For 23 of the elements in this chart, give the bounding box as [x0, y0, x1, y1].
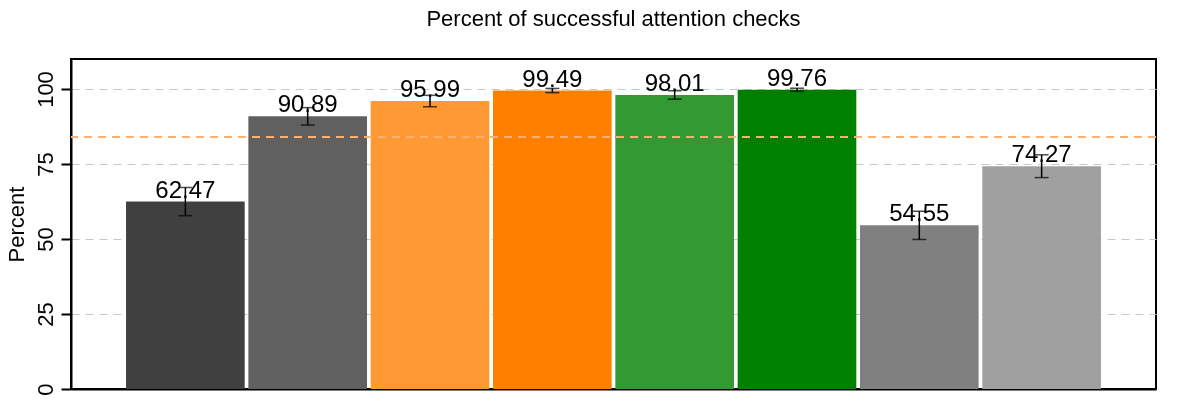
y-axis-title: Percent	[3, 186, 29, 263]
chart-title: Percent of successful attention checks	[426, 6, 801, 31]
data-label: 99.76	[766, 63, 828, 91]
y-tick-label: 0	[32, 383, 58, 396]
bar	[248, 116, 368, 389]
bar	[493, 90, 612, 389]
bar	[370, 101, 490, 389]
data-label: 98.01	[644, 68, 705, 96]
data-label: 74.27	[1011, 140, 1072, 168]
y-tick-label: 25	[32, 302, 58, 327]
y-tick-label: 50	[32, 227, 58, 252]
bar	[615, 94, 734, 389]
data-label: 90.89	[277, 90, 338, 118]
y-tick-label: 75	[32, 152, 58, 177]
bar	[126, 201, 245, 389]
data-label: 99.49	[522, 64, 583, 92]
y-tick-label: 100	[32, 71, 58, 108]
data-label: 54.55	[889, 199, 950, 227]
data-label: 95.99	[399, 75, 461, 103]
bar	[859, 225, 979, 389]
bar	[982, 166, 1101, 389]
bar	[737, 89, 857, 389]
data-label: 62.47	[155, 175, 216, 203]
